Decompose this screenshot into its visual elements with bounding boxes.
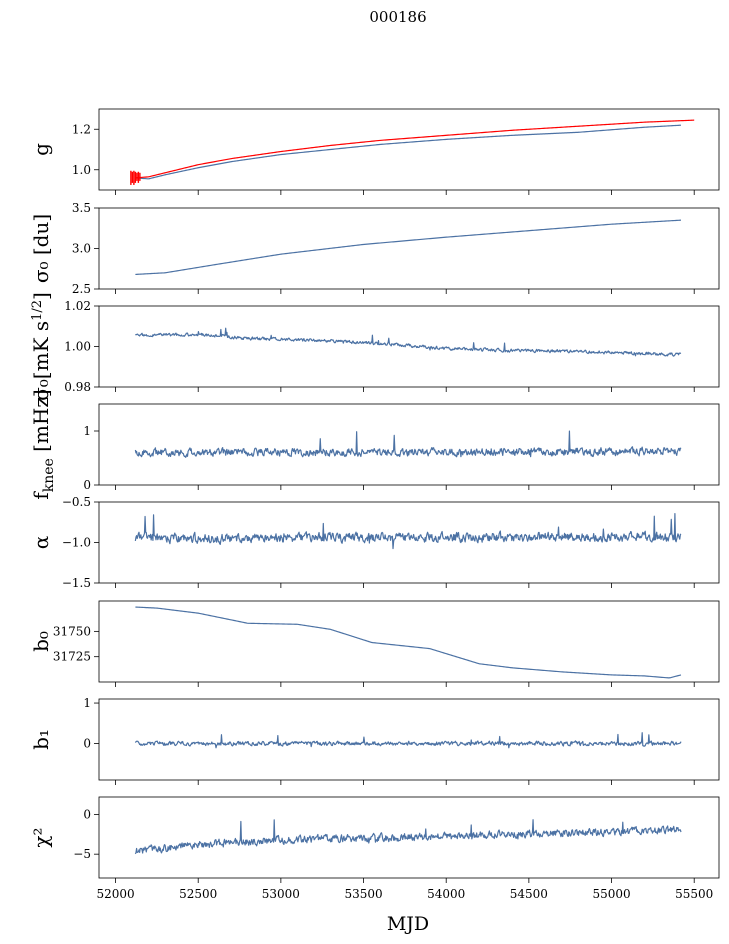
y-axis-label-g: g	[29, 143, 53, 156]
y-axis-label-b1: b₁	[29, 729, 53, 750]
y-tick-label: 1	[83, 696, 91, 710]
x-tick-label: 53000	[262, 887, 300, 901]
panel-frame	[98, 796, 720, 879]
x-tick-label: 54500	[510, 887, 548, 901]
x-tick-label: 55000	[592, 887, 630, 901]
y-tick-label: 3.0	[72, 242, 91, 256]
x-tick-label: 55500	[675, 887, 713, 901]
series-line-sigma0-du-0	[135, 219, 682, 276]
x-tick-label: 53500	[344, 887, 382, 901]
series-line-sigma0-mk-0	[135, 327, 682, 357]
panel-g: 1.0 1.2 g	[29, 108, 720, 195]
x-tick-label: 52000	[96, 887, 134, 901]
panels: 1.0 1.2 g 2.5 3.0 3.5 σ₀ [du] 0.98 1.00 1.02 σ₀[mK…	[29, 108, 720, 901]
panel-frame	[98, 698, 720, 781]
panel-fknee: 0 1 fknee [mHz]	[29, 389, 720, 500]
series-line-b1-0	[134, 732, 682, 749]
panel-sigma0-du: 2.5 3.0 3.5 σ₀ [du]	[29, 201, 720, 296]
y-axis-label-b0: b₀	[29, 631, 53, 652]
y-tick-label: 0.98	[64, 380, 91, 394]
y-tick-label: 1	[83, 424, 91, 438]
panel-sigma0-mk: 0.98 1.00 1.02 σ₀[mK s1/2]	[29, 292, 720, 401]
series-line-fknee-0	[134, 430, 682, 458]
series-line-g-0	[135, 124, 682, 180]
series-line-chi2-0	[134, 819, 682, 855]
y-tick-label: 31750	[53, 624, 91, 638]
x-tick-label: 54000	[427, 887, 465, 901]
y-axis-label-sigma0-mk: σ₀[mK s1/2]	[29, 292, 53, 401]
panel-b1: 0 1 b₁	[29, 696, 720, 785]
series-line-b0-0	[135, 606, 682, 679]
y-tick-label: −5	[73, 847, 91, 861]
y-tick-label: 3.5	[72, 201, 91, 215]
y-axis-label-fknee: fknee [mHz]	[29, 389, 57, 499]
y-tick-label: 1.0	[72, 163, 91, 177]
panel-frame	[98, 207, 720, 290]
y-tick-label: −1.5	[62, 576, 91, 590]
panel-alpha: −1.5 −1.0 −0.5 α	[29, 495, 720, 590]
y-axis-label-chi2: χ²	[29, 827, 53, 847]
panel-frame	[98, 305, 720, 388]
panel-frame	[98, 108, 720, 191]
y-tick-label: 0	[83, 478, 91, 492]
series-line-g-1	[135, 119, 695, 179]
y-axis-label-alpha: α	[29, 536, 53, 550]
y-tick-label: 2.5	[72, 282, 91, 296]
y-tick-label: 0	[83, 737, 91, 751]
panel-chi2: −5 0 52000 52500 53000 53500 54000 54500 55000 55…	[29, 796, 720, 901]
y-tick-label: 1.2	[72, 122, 91, 136]
y-tick-label: −0.5	[62, 495, 91, 509]
y-tick-label: −1.0	[62, 536, 91, 550]
figure-title: 000186	[369, 8, 426, 26]
y-tick-label: 31725	[53, 650, 91, 664]
y-tick-label: 1.00	[64, 340, 91, 354]
y-tick-label: 1.02	[64, 299, 91, 313]
x-tick-label: 52500	[179, 887, 217, 901]
y-tick-label: 0	[83, 807, 91, 821]
series-line-alpha-0	[134, 512, 682, 550]
panel-frame	[98, 403, 720, 486]
panel-frame	[98, 600, 720, 683]
y-axis-label-sigma0-du: σ₀ [du]	[29, 214, 53, 283]
x-axis-label: MJD	[387, 913, 429, 935]
